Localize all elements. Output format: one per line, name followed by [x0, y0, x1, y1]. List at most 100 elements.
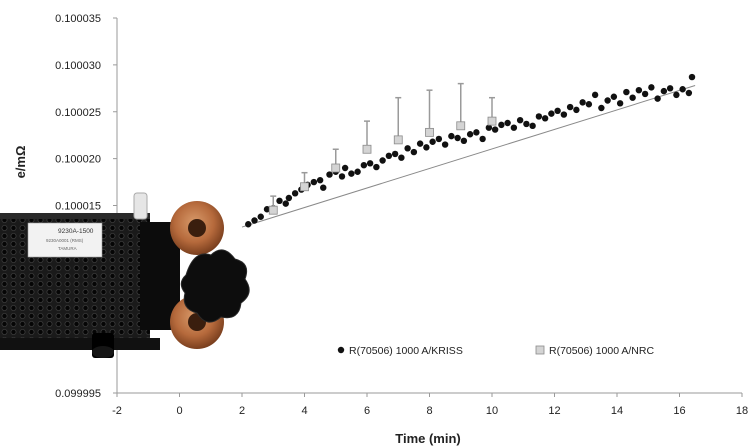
kriss-data-point — [354, 168, 361, 175]
kriss-data-point — [510, 124, 518, 131]
kriss-data-point — [404, 145, 411, 152]
kriss-data-point — [245, 221, 252, 228]
x-tick-label: 6 — [364, 405, 370, 417]
kriss-data-point — [316, 176, 324, 184]
x-tick-label: 18 — [736, 405, 748, 417]
kriss-data-point — [429, 138, 436, 145]
nrc-data-point — [331, 163, 341, 173]
kriss-data-point — [554, 107, 561, 115]
nrc-data-point — [268, 205, 278, 215]
kriss-data-point — [566, 103, 574, 111]
kriss-data-point — [416, 140, 424, 147]
kriss-data-point — [263, 206, 271, 213]
kriss-data-point — [435, 135, 443, 143]
kriss-data-point — [310, 178, 318, 186]
kriss-data-point — [604, 97, 611, 104]
kriss-data-point — [585, 101, 593, 108]
kriss-data-point — [579, 99, 586, 106]
kriss-data-point — [623, 88, 630, 96]
x-tick-label: 12 — [548, 405, 560, 417]
kriss-data-point — [379, 157, 386, 164]
kriss-data-point — [535, 113, 543, 120]
kriss-data-point — [685, 89, 693, 97]
x-tick-label: 2 — [239, 405, 245, 417]
kriss-data-point — [560, 111, 568, 118]
y-tick-label: 0.099995 — [55, 388, 101, 400]
kriss-data-point — [591, 91, 599, 99]
kriss-data-point — [491, 126, 499, 133]
nrc-data-point — [425, 127, 434, 137]
kriss-data-point — [441, 141, 449, 148]
shunt-device-photo: 9230A-1500 9230A0001 (RMS) TAMURA — [0, 192, 250, 358]
kriss-data-point — [610, 93, 618, 100]
kriss-data-point — [673, 91, 680, 99]
y-tick-label: 0.100030 — [55, 60, 101, 72]
nrc-data-point — [362, 144, 372, 154]
plot-area: -20246810121416180.0999950.1000000.10000… — [13, 13, 748, 446]
nrc-data-point — [300, 182, 309, 192]
kriss-data-point — [348, 170, 355, 177]
device-label: 9230A-1500 9230A0001 (RMS) TAMURA — [27, 222, 103, 258]
kriss-data-point — [679, 86, 686, 93]
kriss-data-point — [629, 94, 636, 101]
kriss-data-point — [326, 171, 333, 178]
kriss-data-point — [448, 132, 455, 140]
device-label-line2: 9230A0001 (RMS) — [46, 238, 84, 243]
kriss-data-point — [485, 124, 493, 131]
y-tick-label: 0.100020 — [55, 154, 101, 166]
kriss-data-point — [641, 90, 649, 98]
x-tick-label: 4 — [301, 405, 307, 417]
kriss-data-point — [654, 95, 661, 102]
device-label-line3: TAMURA — [58, 246, 77, 251]
x-tick-label: -2 — [112, 405, 122, 417]
y-axis-title: e/mΩ — [13, 146, 28, 179]
x-tick-label: 16 — [673, 405, 685, 417]
kriss-data-point — [616, 100, 624, 107]
clamp-knob — [180, 249, 250, 323]
nrc-data-point — [456, 121, 466, 131]
kriss-data-point — [291, 190, 299, 197]
kriss-data-point — [398, 154, 405, 161]
legend-marker-nrc — [535, 345, 545, 355]
y-tick-label: 0.100025 — [55, 107, 101, 119]
kriss-data-point — [498, 121, 505, 129]
kriss-data-point — [360, 161, 368, 169]
kriss-data-point — [635, 86, 643, 94]
x-tick-label: 0 — [176, 405, 182, 417]
kriss-data-point — [541, 115, 549, 122]
kriss-data-point — [257, 213, 264, 220]
x-tick-label: 8 — [426, 405, 432, 417]
kriss-data-point — [648, 84, 655, 91]
kriss-data-point — [423, 144, 430, 151]
kriss-data-point — [338, 173, 346, 180]
kriss-data-point — [460, 137, 468, 145]
kriss-data-point — [341, 164, 349, 172]
x-axis-title: Time (min) — [395, 431, 461, 446]
kriss-data-point — [573, 106, 580, 114]
x-tick-label: 14 — [611, 405, 623, 417]
kriss-data-point — [688, 73, 696, 81]
kriss-data-point — [391, 150, 399, 158]
kriss-data-point — [548, 110, 555, 117]
legend-marker-kriss — [337, 346, 345, 354]
nrc-data-point — [487, 116, 497, 126]
kriss-data-point — [523, 120, 530, 128]
kriss-data-point — [598, 104, 605, 112]
kriss-data-point — [385, 152, 393, 160]
kriss-data-point — [666, 85, 674, 92]
kriss-data-point — [504, 119, 511, 127]
kriss-data-point — [373, 163, 380, 171]
terminal-post — [133, 192, 148, 220]
trendline — [241, 85, 696, 228]
y-tick-label: 0.100035 — [55, 13, 101, 25]
kriss-data-point — [473, 129, 480, 136]
kriss-data-point — [320, 184, 327, 191]
kriss-data-point — [366, 160, 374, 167]
device-label-line1: 9230A-1500 — [58, 228, 94, 235]
kriss-data-point — [410, 148, 418, 156]
kriss-data-point — [285, 194, 293, 202]
kriss-data-point — [466, 131, 474, 138]
kriss-data-point — [251, 217, 258, 224]
